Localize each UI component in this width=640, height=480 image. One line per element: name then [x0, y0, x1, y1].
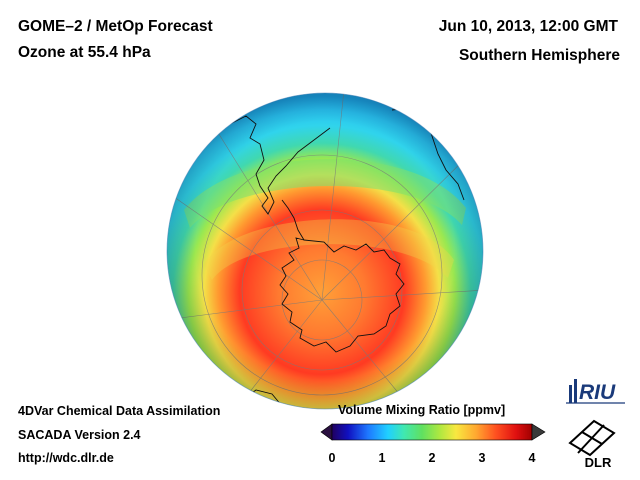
colorbar: [320, 423, 546, 441]
colorbar-min-arrow: [320, 423, 333, 441]
map-subtitle: Ozone at 55.4 hPa: [18, 44, 151, 61]
colorbar-tick: 2: [428, 451, 436, 465]
svg-text:RIU: RIU: [579, 381, 616, 404]
ozone-globe-map: [166, 92, 484, 410]
colorbar-tick: 4: [528, 451, 536, 465]
colorbar-title: Volume Mixing Ratio [ppmv]: [338, 403, 506, 417]
footer-url: http://wdc.dlr.de: [18, 451, 114, 465]
colorbar-gradient: [331, 423, 533, 441]
svg-text:DLR: DLR: [585, 455, 612, 469]
map-title: GOME–2 / MetOp Forecast: [18, 18, 213, 35]
colorbar-max-arrow: [531, 423, 546, 441]
hemisphere-label: Southern Hemisphere: [458, 47, 620, 64]
footer-line-2: SACADA Version 2.4: [18, 428, 141, 442]
colorbar-tick: 0: [328, 451, 336, 465]
colorbar-tick: 3: [478, 451, 486, 465]
colorbar-tick: 1: [378, 451, 386, 465]
footer-line-1: 4DVar Chemical Data Assimilation: [18, 404, 221, 418]
forecast-date: Jun 10, 2013, 12:00 GMT: [438, 18, 618, 35]
riu-logo: RIU: [566, 379, 625, 404]
dlr-logo: DLR: [568, 419, 616, 469]
